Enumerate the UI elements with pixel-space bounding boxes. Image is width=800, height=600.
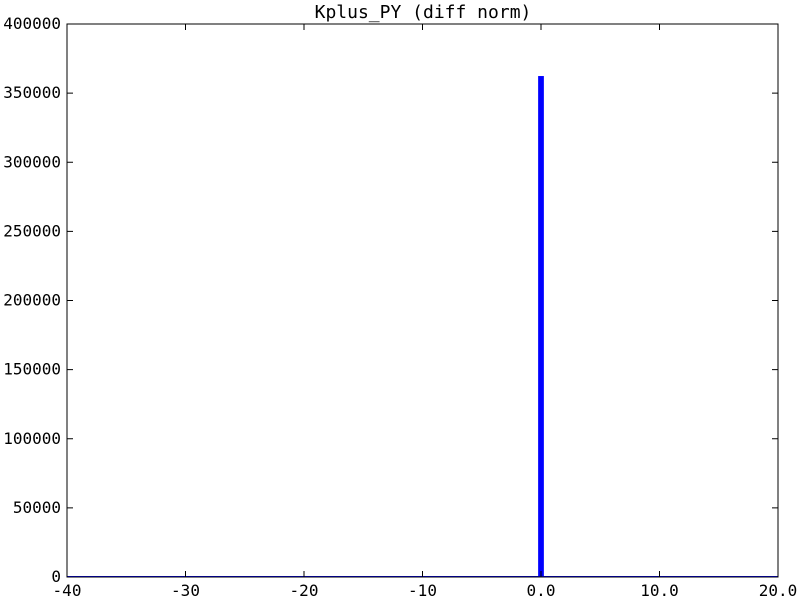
y-tick-label: 100000	[3, 429, 61, 448]
y-tick-label: 50000	[13, 498, 61, 517]
y-tick-label: 350000	[3, 83, 61, 102]
x-tick-label: 0.0	[527, 581, 556, 600]
y-tick-label: 300000	[3, 152, 61, 171]
histogram-bar-0	[538, 76, 544, 578]
x-axis: -40 -30 -20 -10 0.0 10.0 20.0	[53, 24, 798, 600]
x-tick-label: -10	[408, 581, 437, 600]
x-tick-label: 10.0	[640, 581, 679, 600]
chart-title: Kplus_PY (diff norm)	[315, 2, 532, 23]
plot-frame	[66, 23, 779, 578]
x-tick-label: -40	[53, 581, 82, 600]
y-axis: 0 50000 100000 150000 200000 250000 300000 3500…	[3, 14, 778, 586]
y-tick-label: 150000	[3, 360, 61, 379]
bars-group	[67, 76, 778, 578]
x-tick-label: -30	[171, 581, 200, 600]
y-tick-label: 0	[51, 567, 61, 586]
x-tick-label: -20	[290, 581, 319, 600]
x-tick-label: 20.0	[759, 581, 798, 600]
y-tick-label: 200000	[3, 291, 61, 310]
y-tick-label: 400000	[3, 14, 61, 33]
y-tick-label: 250000	[3, 221, 61, 240]
